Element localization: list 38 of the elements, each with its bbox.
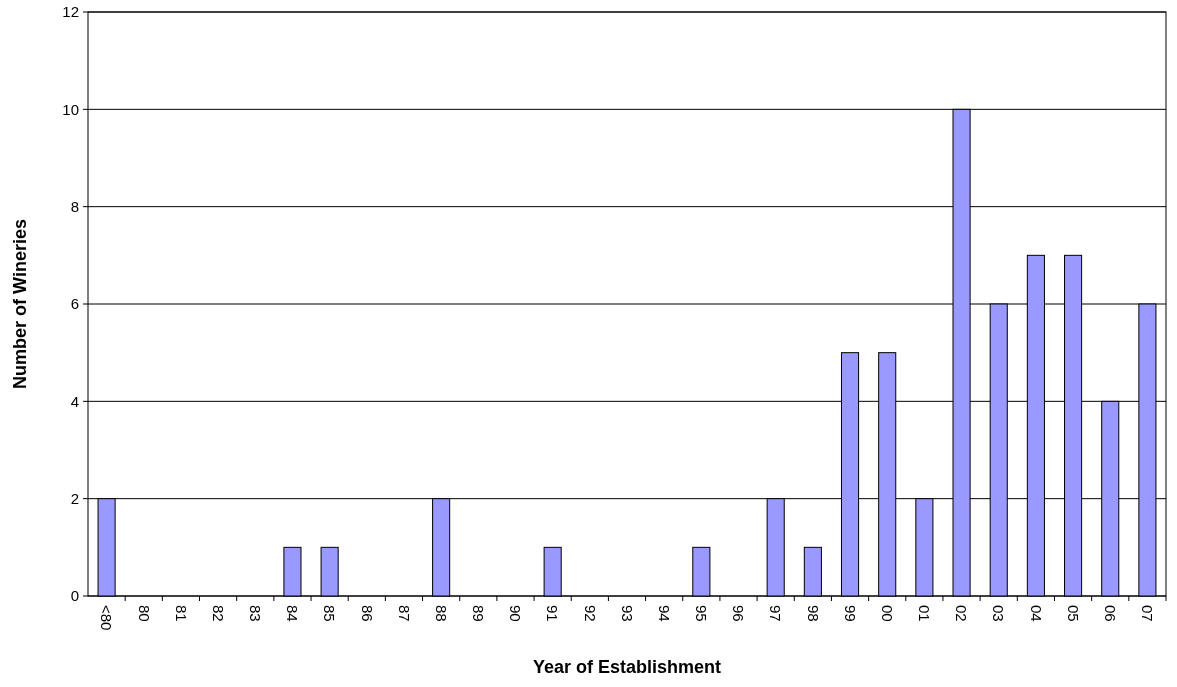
x-tick-label: 90 xyxy=(507,605,525,622)
x-tick-label: 01 xyxy=(916,605,934,622)
x-tick-label: 96 xyxy=(730,605,748,622)
x-tick-label: 81 xyxy=(172,605,190,622)
x-tick-label: 91 xyxy=(544,605,562,622)
x-tick-label: 07 xyxy=(1139,605,1157,622)
x-tick-label: 94 xyxy=(655,605,673,622)
x-tick-label: 88 xyxy=(432,605,450,622)
x-tick-label: 85 xyxy=(321,605,339,622)
y-axis-title: Number of Wineries xyxy=(10,219,30,389)
x-tick-label: 99 xyxy=(841,605,859,622)
y-tick-label: 0 xyxy=(70,587,79,605)
y-tick-label: 8 xyxy=(70,197,79,215)
x-tick-label: 87 xyxy=(395,605,413,622)
y-tick-label: 12 xyxy=(62,3,79,21)
x-tick-label: 05 xyxy=(1064,605,1082,622)
y-tick-label: 10 xyxy=(62,100,79,118)
x-tick-label: 93 xyxy=(618,605,636,622)
x-tick-label: 98 xyxy=(804,605,822,622)
x-tick-label: 82 xyxy=(209,605,227,622)
x-tick-label: 02 xyxy=(953,605,971,622)
x-tick-label: 80 xyxy=(135,605,153,622)
x-tick-label: 95 xyxy=(693,605,711,622)
y-tick-label: 6 xyxy=(70,295,79,313)
x-tick-label: 00 xyxy=(878,605,896,622)
x-tick-label: <80 xyxy=(98,605,116,631)
x-tick-label: 86 xyxy=(358,605,376,622)
x-tick-label: 04 xyxy=(1027,605,1045,622)
x-tick-label: 97 xyxy=(767,605,785,622)
x-tick-label: 89 xyxy=(470,605,488,622)
x-tick-label: 84 xyxy=(284,605,302,622)
y-tick-label: 4 xyxy=(70,392,79,410)
x-tick-label: 83 xyxy=(247,605,265,622)
x-tick-label: 92 xyxy=(581,605,599,622)
y-tick-label: 2 xyxy=(70,489,79,507)
x-tick-label: 06 xyxy=(1101,605,1119,622)
x-axis-title: Year of Establishment xyxy=(532,657,722,677)
x-tick-label: 03 xyxy=(990,605,1008,622)
